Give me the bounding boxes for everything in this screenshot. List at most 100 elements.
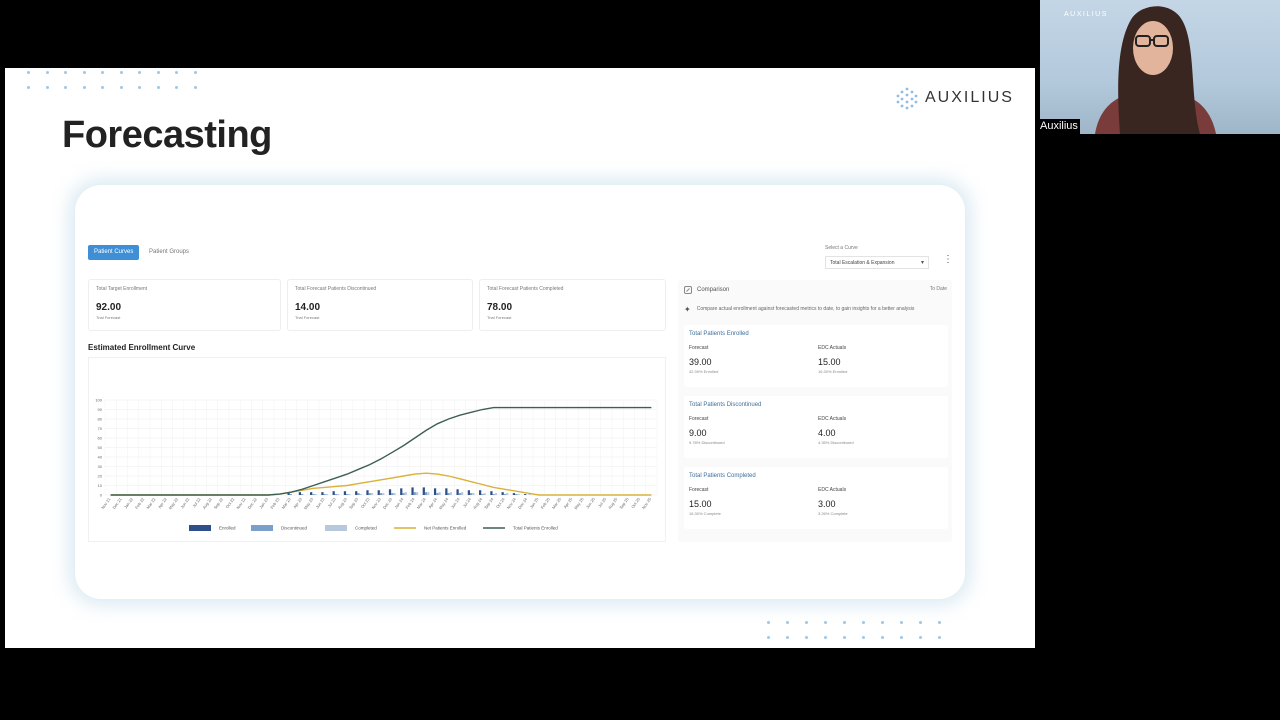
curve-select[interactable]: Total Escalation & Expansion ▾ [825, 256, 929, 269]
line-total-patients-enrolled [110, 406, 652, 496]
x-tick-label: Sep 22 [213, 496, 225, 510]
decorative-dot [881, 621, 884, 624]
decorative-dot [27, 86, 30, 89]
decorative-dot-grid [767, 621, 957, 639]
x-tick-label: Jan 24 [393, 496, 404, 509]
x-tick-label: Dec 24 [517, 496, 529, 510]
x-tick-label: Aug 23 [337, 496, 349, 510]
x-tick-label: Mar 24 [416, 496, 428, 510]
bar-discontinued [447, 493, 450, 495]
bar-discontinued [357, 493, 360, 495]
x-tick-label: Nov 24 [506, 496, 518, 510]
comparison-header: Comparison [684, 286, 729, 294]
curve-select-label: Select a Curve [825, 245, 858, 251]
forecast-column: Forecast 39.00 42.39% Enrolled [689, 345, 718, 374]
bar-completed [382, 493, 385, 495]
decorative-dot [862, 621, 865, 624]
decorative-dot [786, 621, 789, 624]
stat-value: 92.00 [96, 302, 122, 313]
decorative-dot [101, 86, 104, 89]
actual-sub: 3.26% Complete [818, 511, 848, 516]
legend-swatch [189, 525, 211, 531]
bar-enrolled [355, 491, 358, 495]
legend-label: Total Patients Enrolled [513, 526, 558, 531]
bar-discontinued [481, 494, 484, 495]
x-tick-label: Sep 25 [618, 496, 630, 510]
bar-completed [393, 493, 396, 495]
legend-label: Completed [355, 526, 377, 531]
bar-completed [449, 492, 452, 495]
decorative-dot [938, 621, 941, 624]
slide-title: Forecasting [62, 114, 272, 156]
stat-card-discontinued: Total Forecast Patients Discontinued 14.… [287, 279, 473, 331]
x-tick-label: Sep 24 [483, 496, 495, 510]
forecast-value: 15.00 [689, 499, 712, 509]
decorative-dot [767, 636, 770, 639]
x-tick-label: Apr 23 [292, 496, 303, 509]
stat-sub: Trial Forecast [295, 315, 320, 320]
actual-sub: 16.30% Enrolled [818, 369, 848, 374]
bar-enrolled [524, 494, 527, 495]
x-tick-label: May 22 [167, 496, 179, 510]
x-tick-label: May 25 [573, 496, 585, 510]
decorative-dot [824, 621, 827, 624]
decorative-dot-grid [27, 71, 212, 89]
legend-label: Discontinued [281, 526, 308, 531]
decorative-dot [27, 71, 30, 74]
decorative-dot [193, 86, 197, 89]
more-options-icon[interactable]: ⋮ [943, 254, 953, 265]
tab-patient-groups[interactable]: Patient Groups [149, 249, 190, 255]
actual-label: EDC Actuals [818, 487, 847, 493]
y-tick-label: 10 [98, 483, 103, 488]
x-tick-label: May 23 [303, 496, 315, 510]
decorative-dot [767, 621, 770, 624]
participant-name: Auxilius [1040, 119, 1080, 134]
decorative-dot [900, 621, 903, 624]
x-tick-label: Jun 23 [315, 496, 326, 509]
x-tick-label: Dec 22 [247, 496, 259, 510]
actual-label: EDC Actuals [818, 416, 847, 422]
x-tick-label: Apr 25 [562, 496, 573, 509]
y-tick-label: 70 [98, 426, 103, 431]
bar-discontinued [289, 494, 293, 495]
stat-value: 14.00 [295, 302, 321, 313]
comparison-description: Compare actual enrollment against foreca… [696, 306, 915, 312]
stat-label: Total Forecast Patients Discontinued [295, 286, 377, 292]
actuals-column: EDC Actuals 4.00 4.35% Discontinued [818, 416, 854, 445]
bar-discontinued [458, 493, 461, 495]
bar-completed [528, 494, 531, 495]
company-logo: AUXILIUS [895, 86, 1014, 110]
x-tick-label: Oct 25 [630, 496, 641, 509]
x-tick-label: Aug 22 [201, 496, 213, 510]
tab-patient-curves[interactable]: Patient Curves [88, 245, 140, 260]
actual-value: 15.00 [818, 357, 841, 367]
forecast-sub: 16.30% Complete [689, 511, 721, 516]
bar-discontinued [379, 493, 383, 495]
bar-discontinued [312, 494, 315, 495]
bar-completed [314, 494, 317, 495]
stat-value: 78.00 [487, 302, 513, 313]
x-tick-label: Apr 24 [427, 496, 438, 509]
comparison-card-completed: Total Patients Completed Forecast 15.00 … [684, 467, 948, 529]
actual-label: EDC Actuals [818, 345, 847, 351]
actuals-column: EDC Actuals 15.00 16.30% Enrolled [818, 345, 847, 374]
sparkle-icon: ✦ [684, 305, 691, 314]
bar-enrolled [501, 492, 504, 495]
x-tick-label: Jul 24 [462, 496, 473, 508]
bar-completed [415, 492, 419, 495]
legend-label: Enrolled [219, 526, 236, 531]
decorative-dot [824, 636, 827, 639]
decorative-dot [938, 636, 941, 639]
x-tick-label: Feb 24 [404, 496, 416, 510]
bar-enrolled [422, 487, 425, 495]
bar-enrolled [388, 489, 392, 495]
x-tick-label: Jan 25 [529, 496, 540, 509]
x-tick-label: May 24 [438, 496, 450, 510]
actuals-column: EDC Actuals 3.00 3.26% Complete [818, 487, 848, 516]
x-tick-label: Mar 23 [280, 496, 292, 510]
stat-sub: Trial Forecast [96, 315, 121, 320]
bar-discontinued [503, 494, 507, 495]
decorative-dot [156, 86, 160, 89]
x-tick-label: Dec 21 [111, 496, 123, 510]
bar-discontinued [391, 493, 394, 495]
